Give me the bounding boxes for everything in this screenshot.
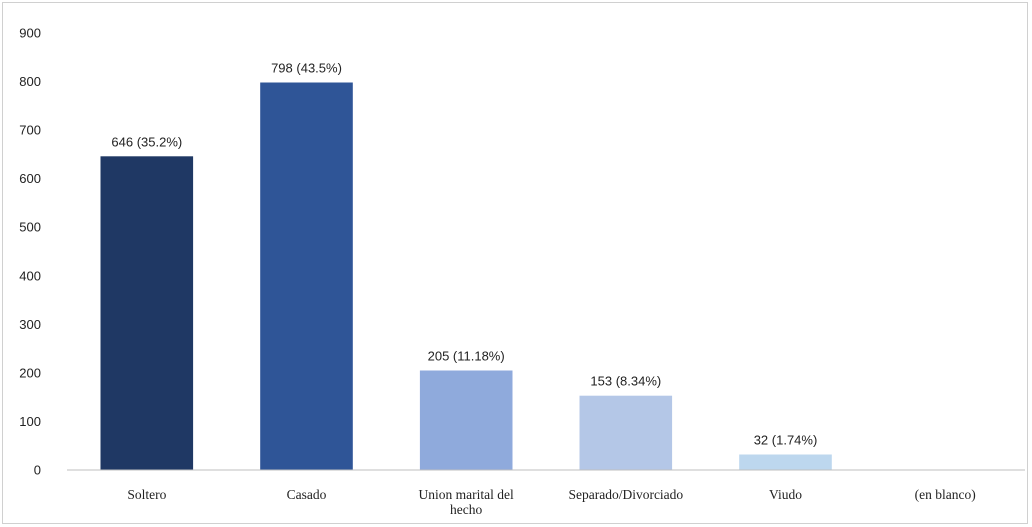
x-category-label: hecho <box>450 502 482 517</box>
y-tick-label: 600 <box>19 171 41 186</box>
bar-data-label: 205 (11.18%) <box>428 348 505 363</box>
y-tick-label: 100 <box>19 414 41 429</box>
bar <box>100 156 194 471</box>
bar <box>739 454 832 470</box>
bar-data-label: 153 (8.34%) <box>590 374 661 389</box>
y-tick-label: 700 <box>19 123 41 138</box>
bar <box>579 395 673 470</box>
y-tick-label: 200 <box>19 365 41 380</box>
bar-data-label: 798 (43.5%) <box>271 61 342 76</box>
y-tick-label: 400 <box>19 268 41 283</box>
y-axis: 0 100 200 300 400 500 600 700 800 900 <box>19 26 41 478</box>
x-category-label: Casado <box>287 487 327 502</box>
x-category-label: (en blanco) <box>915 487 976 502</box>
y-tick-label: 0 <box>34 463 41 478</box>
bar-data-label: 32 (1.74%) <box>754 432 818 447</box>
bar <box>260 82 353 470</box>
x-category-label: Soltero <box>127 487 166 502</box>
y-tick-label: 300 <box>19 317 41 332</box>
x-category-label: Separado/Divorciado <box>568 487 683 502</box>
x-category-label: Union marital del <box>419 487 514 502</box>
bar <box>419 370 513 470</box>
y-tick-label: 800 <box>19 74 41 89</box>
y-tick-label: 900 <box>19 26 41 41</box>
bars <box>100 82 832 471</box>
bar-chart: 0 100 200 300 400 500 600 700 800 900 646 (35.2%)… <box>19 26 1025 517</box>
x-category-label: Viudo <box>769 487 802 502</box>
y-tick-label: 500 <box>19 220 41 235</box>
data-labels: 646 (35.2%) 798 (43.5%) 205 (11.18%) 153 (8… <box>111 61 817 448</box>
bar-data-label: 646 (35.2%) <box>111 134 182 149</box>
